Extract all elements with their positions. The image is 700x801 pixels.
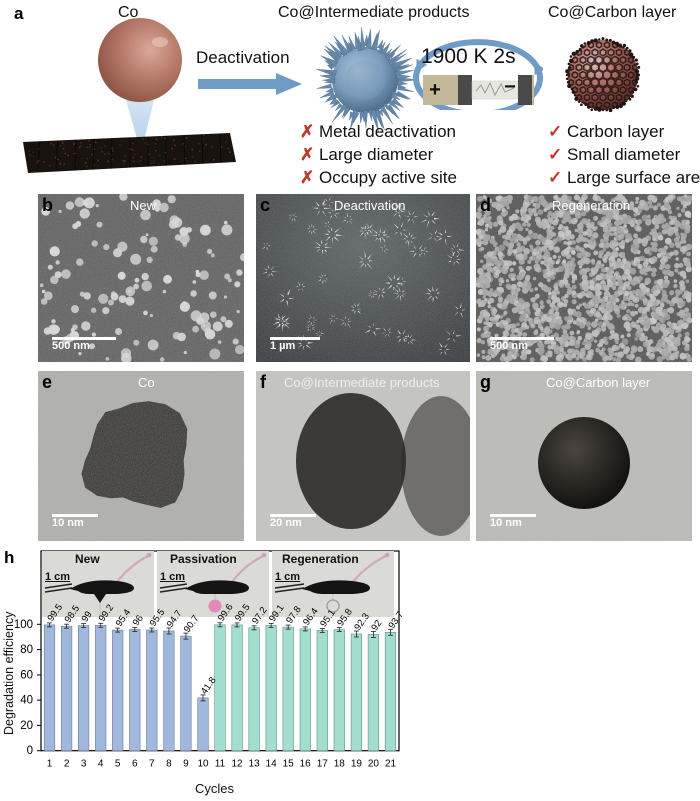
svg-text:18: 18 [334,759,346,770]
svg-text:14: 14 [266,759,278,770]
svg-text:16: 16 [300,759,312,770]
svg-text:2: 2 [64,759,70,770]
svg-text:19: 19 [351,759,363,770]
svg-text:40: 40 [20,695,33,707]
svg-text:13: 13 [249,759,261,770]
svg-text:20: 20 [20,720,33,732]
svg-text:8: 8 [166,759,172,770]
svg-text:11: 11 [215,759,226,770]
svg-text:6: 6 [132,759,138,770]
svg-text:80: 80 [20,644,33,656]
svg-text:9: 9 [183,759,189,770]
svg-text:1: 1 [47,759,53,770]
svg-text:4: 4 [98,759,104,770]
svg-text:10: 10 [197,759,209,770]
svg-text:60: 60 [20,669,33,681]
svg-text:12: 12 [231,759,243,770]
svg-text:0: 0 [27,745,33,757]
svg-text:+: + [429,79,441,101]
svg-text:3: 3 [81,759,87,770]
svg-text:17: 17 [317,759,329,770]
svg-text:5: 5 [115,759,121,770]
svg-text:21: 21 [385,759,397,770]
svg-text:−: − [504,76,516,98]
svg-text:15: 15 [283,759,295,770]
svg-text:7: 7 [149,759,155,770]
svg-text:20: 20 [368,759,380,770]
